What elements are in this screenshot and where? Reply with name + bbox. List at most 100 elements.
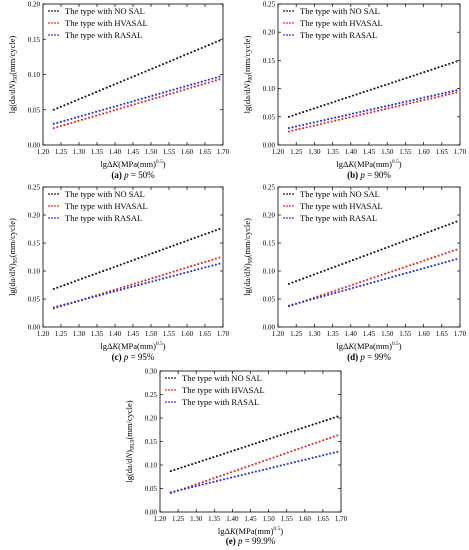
x-tick-label: 1.50	[262, 515, 275, 523]
legend-label: The type with HVASAL	[65, 18, 148, 28]
data-point	[52, 306, 55, 309]
data-point	[455, 60, 458, 63]
data-point	[437, 95, 440, 98]
y-tick-label: 0.00	[145, 509, 158, 517]
data-point	[430, 68, 433, 71]
data-point	[305, 126, 308, 129]
data-point	[161, 94, 165, 98]
data-point	[84, 95, 87, 98]
data-point	[394, 243, 397, 246]
data-point	[214, 76, 217, 79]
data-point	[119, 80, 122, 83]
legend-label: The type with NO SAL	[65, 6, 145, 16]
data-point	[448, 260, 451, 263]
data-point	[412, 74, 415, 77]
data-point	[302, 127, 305, 130]
x-tick-label: 1.45	[244, 515, 257, 523]
legend-marker	[48, 10, 50, 12]
data-point	[151, 277, 154, 280]
data-point	[77, 115, 80, 118]
x-tick-label: 1.40	[226, 515, 239, 523]
data-point	[218, 262, 221, 265]
series-no-sal	[169, 415, 339, 473]
data-point	[337, 115, 340, 118]
data-point	[193, 264, 196, 267]
x-tick-label: 1.60	[181, 148, 194, 156]
data-point	[437, 263, 440, 266]
data-point	[293, 429, 296, 432]
data-point	[215, 480, 218, 483]
data-point	[344, 288, 347, 291]
data-point	[376, 106, 380, 110]
y-tick-label: 0.10	[145, 462, 158, 470]
legend-label: The type with NO SAL	[182, 373, 262, 383]
data-point	[309, 108, 312, 111]
data-point	[426, 69, 429, 72]
x-tick-label: 1.50	[381, 148, 394, 156]
data-point	[119, 286, 122, 289]
data-point	[419, 97, 422, 100]
data-point	[426, 98, 429, 101]
legend-label: The type with NO SAL	[300, 189, 380, 199]
data-point	[133, 74, 136, 77]
data-point	[147, 99, 150, 102]
data-point	[341, 98, 344, 101]
data-point	[412, 263, 415, 266]
data-point	[366, 109, 369, 112]
data-point	[105, 292, 108, 295]
data-point	[186, 239, 189, 242]
data-point	[412, 270, 415, 273]
data-point	[426, 95, 429, 98]
data-point	[405, 272, 408, 275]
data-point	[416, 73, 419, 76]
data-point	[334, 291, 337, 294]
x-tick-label: 1.30	[308, 330, 321, 338]
chart-panel-c: 1.20 1.25 1.30 1.35 1.40 1.45 1.50 1.55 1.60 1.65…	[7, 184, 230, 363]
data-point	[384, 247, 387, 250]
legend-label: The type with HVASAL	[182, 385, 265, 395]
data-point	[451, 221, 454, 225]
data-point	[211, 42, 214, 45]
series-rasal	[52, 75, 221, 125]
data-point	[330, 101, 333, 104]
data-point	[327, 118, 330, 121]
data-point	[394, 80, 397, 83]
data-point	[158, 64, 161, 67]
data-point	[319, 119, 323, 122]
data-point	[387, 82, 390, 85]
legend-marker	[283, 205, 285, 207]
data-point	[344, 96, 347, 100]
data-point	[70, 121, 73, 124]
data-point	[165, 247, 168, 250]
data-point	[304, 458, 307, 461]
y-tick-label: 0.05	[28, 296, 41, 304]
data-point	[398, 102, 401, 105]
data-point	[401, 266, 404, 269]
data-point	[197, 263, 200, 266]
data-point	[323, 118, 326, 122]
data-point	[384, 272, 387, 275]
data-point	[154, 97, 158, 100]
data-point	[437, 254, 440, 257]
data-point	[337, 264, 340, 267]
data-point	[316, 272, 319, 275]
data-point	[186, 271, 189, 274]
x-tick-label: 1.20	[272, 148, 285, 156]
data-point	[183, 465, 187, 468]
data-point	[380, 85, 383, 88]
legend: The type with NO SAL The type with HVASAL…	[48, 189, 148, 223]
x-tick-label: 1.30	[73, 330, 86, 338]
data-point	[183, 88, 186, 91]
data-point	[211, 77, 214, 80]
legend-marker	[289, 193, 291, 195]
y-axis-label: lg(da/dN)95(mm/cycle)	[7, 218, 19, 296]
legend: The type with NO SAL The type with HVASAL…	[48, 6, 148, 40]
legend-marker	[168, 401, 170, 403]
legend-marker	[168, 389, 170, 391]
data-point	[158, 95, 161, 99]
data-point	[137, 257, 140, 260]
data-point	[197, 81, 200, 84]
data-point	[151, 67, 154, 70]
data-point	[226, 472, 229, 475]
data-point	[419, 268, 422, 271]
